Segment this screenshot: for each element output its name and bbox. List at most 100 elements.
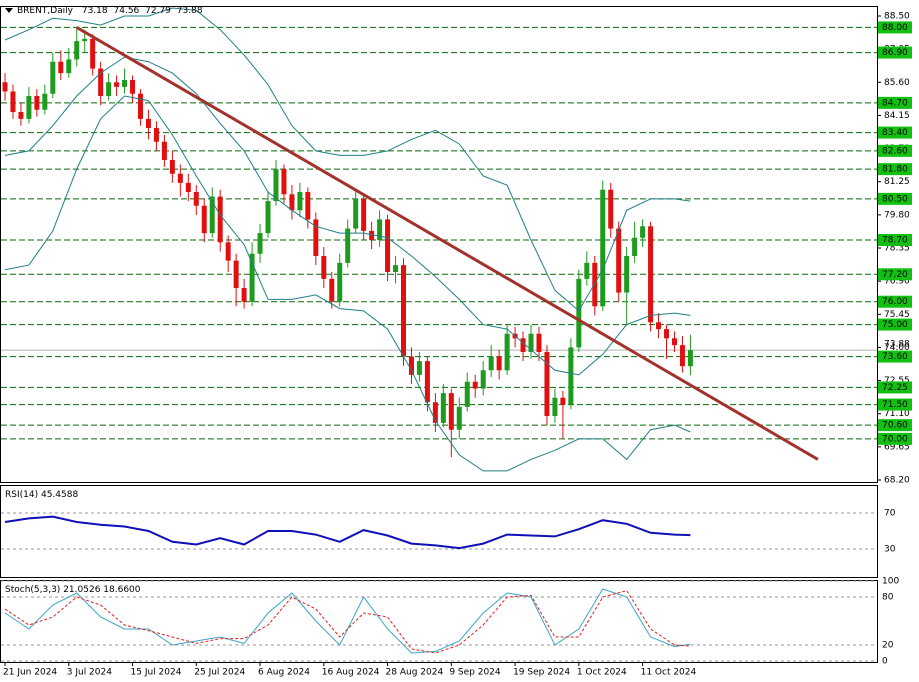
candle-body [640,226,646,238]
candle-body [528,333,534,352]
candle-body [185,182,191,192]
candle-body [273,169,279,202]
candle-body [281,169,287,195]
rsi-tick-label: 70 [884,509,896,519]
candle-body [456,406,462,430]
level-label: 84.70 [882,98,908,108]
stoch-k-value: 21.0526 [63,585,100,595]
level-label: 77.20 [882,270,908,280]
candle-body [393,265,399,272]
x-tick-label: 19 Sep 2024 [513,668,570,678]
level-label-bg [878,144,912,157]
x-tick-label: 16 Aug 2024 [322,668,380,678]
level-label-bg [878,432,912,445]
stoch-tick-label: 20 [882,641,894,651]
trendline [75,26,819,461]
candle-body [560,397,566,405]
y-tick-label: 74.00 [884,343,910,353]
candle-body [504,333,510,371]
candle-body [249,253,255,302]
stoch-tick-label: 100 [882,577,899,587]
candle-body [424,361,430,403]
candle-body [169,160,175,174]
level-label-bg [878,295,912,308]
rsi-value: 45.4588 [41,490,78,500]
level-label-bg [878,381,912,394]
y-tick-label: 72.55 [884,376,910,386]
candle-body [42,93,48,110]
candle-body [687,350,693,367]
level-label: 83.40 [882,128,908,138]
candle-body [632,237,638,256]
bollinger-upper [4,7,691,312]
high: 74.56 [114,6,140,16]
y-tick-label: 79.80 [884,210,910,220]
candle-body [401,265,406,357]
candle-body [177,173,183,183]
candle-body [448,393,454,430]
rsi-header: RSI(14) 45.4588 [5,490,78,500]
candle-body [576,278,582,348]
y-tick-label: 85.60 [884,78,910,88]
candle-body [656,322,662,330]
level-label: 86.90 [882,48,908,58]
candle-body [345,228,351,263]
candle-body [488,356,494,371]
level-label: 82.60 [882,146,908,156]
candle-body [241,288,247,302]
candle-body [265,201,271,234]
candle-body [58,61,64,74]
x-tick-label: 11 Oct 2024 [641,668,697,678]
candle-body [114,82,120,87]
level-label: 88.00 [882,23,908,33]
candle-body [648,226,654,323]
level-label: 78.70 [882,236,908,246]
candle-body [305,192,311,220]
level-label-bg [878,318,912,331]
level-label: 80.50 [882,194,908,204]
level-label: 81.80 [882,165,908,175]
level-label: 70.60 [882,421,908,431]
candle-body [82,38,88,42]
candle-body [217,196,223,243]
x-tick-label: 9 Sep 2024 [449,668,501,678]
candle-body [353,198,359,229]
rsi-panel [0,485,878,578]
x-tick-label: 15 Jul 2024 [131,668,182,678]
low: 72.79 [145,6,171,16]
stoch-title: Stoch(5,3,3) [5,585,60,595]
candle-body [337,262,343,302]
candle-body [329,278,335,302]
candle-body [464,381,470,407]
level-label-bg [878,46,912,59]
candle-body [408,356,414,375]
candle-body [297,192,303,211]
stoch-k [4,588,691,654]
y-tick-label: 78.35 [884,244,910,254]
level-label-bg [878,96,912,109]
candle-body [18,112,24,119]
y-tick-label: 68.20 [884,476,910,486]
candle-body [193,192,199,206]
candle-body [225,242,231,261]
candle-body [321,256,327,279]
x-tick-label: 25 Jul 2024 [194,668,245,678]
candle-body [608,189,614,229]
candle-body [289,194,295,211]
level-label-bg [878,234,912,246]
candle-body [520,338,526,352]
candle-body [664,329,670,339]
candle-body [472,381,478,389]
candle-body [50,61,56,94]
level-label-bg [878,21,912,34]
y-tick-label: 69.65 [884,442,910,452]
candle-body [26,96,32,119]
candle-body [416,361,422,375]
candle-body [592,262,598,307]
candle-body [34,96,40,110]
candle-body [385,219,391,272]
level-label-bg [878,163,912,176]
candle-body [90,38,96,69]
